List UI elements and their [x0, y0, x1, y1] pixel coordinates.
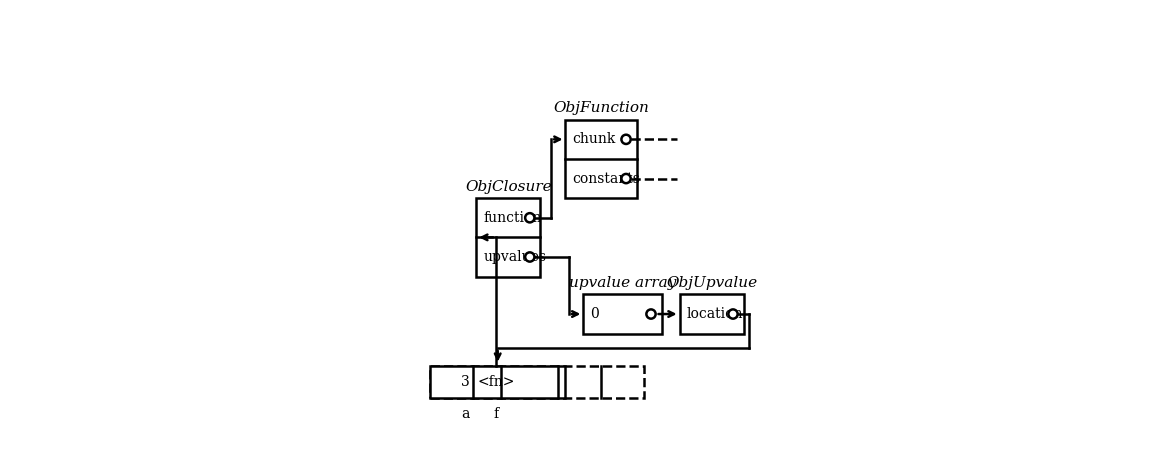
Text: f: f [493, 407, 499, 421]
Circle shape [646, 309, 655, 319]
Circle shape [728, 309, 737, 319]
Bar [476, 198, 540, 276]
Circle shape [621, 174, 630, 183]
Text: ObjFunction: ObjFunction [553, 101, 649, 115]
Text: 3: 3 [461, 375, 470, 389]
Circle shape [621, 135, 630, 144]
Text: upvalues: upvalues [484, 250, 546, 264]
Circle shape [525, 252, 535, 262]
Text: constants: constants [573, 172, 641, 186]
Bar [430, 366, 566, 398]
Bar [430, 366, 644, 398]
Text: a: a [462, 407, 470, 421]
Text: <fn>: <fn> [477, 375, 515, 389]
Text: function: function [484, 211, 541, 225]
Circle shape [525, 213, 535, 222]
Text: ObjClosure: ObjClosure [465, 180, 552, 194]
Text: ObjUpvalue: ObjUpvalue [666, 276, 757, 290]
Text: 0: 0 [590, 307, 599, 321]
Bar [566, 120, 637, 198]
Text: location: location [687, 307, 743, 321]
Bar [583, 294, 661, 334]
Bar [680, 294, 744, 334]
Text: upvalue array: upvalue array [569, 276, 676, 290]
Text: chunk: chunk [573, 132, 616, 146]
